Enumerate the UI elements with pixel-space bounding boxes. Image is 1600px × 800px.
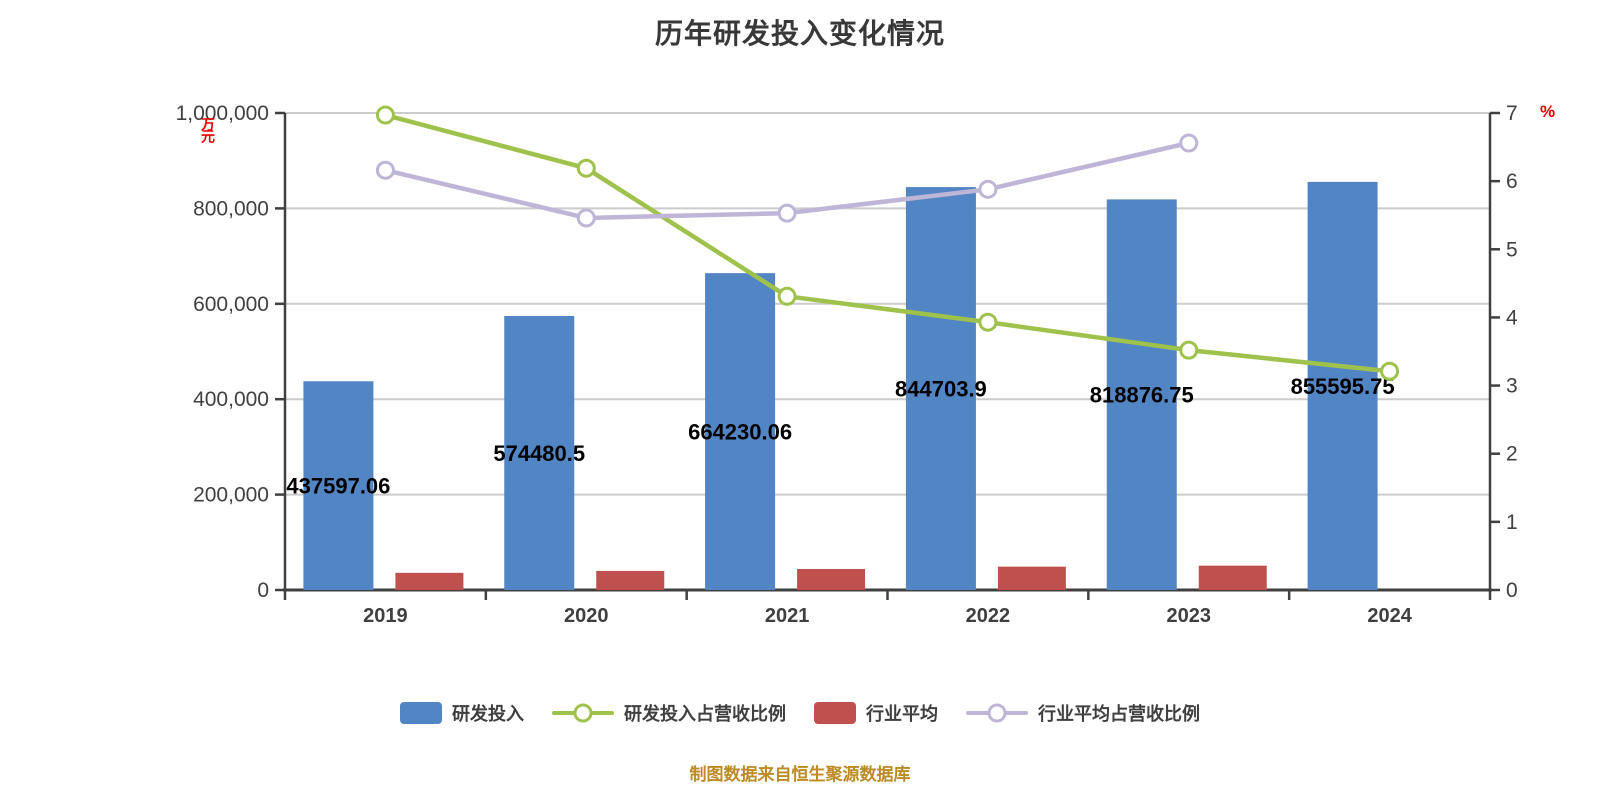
left-axis-tick-label: 600,000 <box>193 293 269 316</box>
legend-label-rd-ratio: 研发投入占营收比例 <box>624 704 786 724</box>
industry-ratio-point-4 <box>1179 133 1199 153</box>
legend-item-rd-ratio: 研发投入占营收比例 <box>552 700 786 726</box>
left-axis-tick-label: 800,000 <box>193 197 269 220</box>
bar-value-label-2020: 574480.5 <box>493 441 585 466</box>
rd-investment-bar-swatch <box>400 702 442 724</box>
legend: 研发投入 研发投入占营收比例 行业平均 行业平均占营收比例 <box>0 700 1600 726</box>
rd-bar-2023 <box>1106 199 1177 590</box>
x-axis-label-2021: 2021 <box>765 605 810 627</box>
x-axis-label-2024: 2024 <box>1367 605 1412 627</box>
bar-value-label-2021: 664230.06 <box>688 420 792 445</box>
x-axis-label-2022: 2022 <box>966 605 1011 627</box>
rd-bar-2019 <box>303 381 374 590</box>
industry-ratio-point-2 <box>777 203 797 223</box>
right-axis-tick-label: 5 <box>1506 238 1518 261</box>
legend-label-industry-ratio: 行业平均占营收比例 <box>1038 704 1200 724</box>
bar-value-label-2024: 855595.75 <box>1291 374 1395 399</box>
right-axis-tick-label: 4 <box>1506 306 1518 329</box>
rd-ratio-point-4 <box>1179 340 1199 360</box>
left-axis-tick-label: 0 <box>257 579 269 602</box>
legend-label-industry-avg: 行业平均 <box>866 704 938 724</box>
bar-value-label-2019: 437597.06 <box>286 474 390 499</box>
industry-ratio-point-1 <box>576 208 596 228</box>
left-axis-tick-label: 200,000 <box>193 484 269 507</box>
legend-item-industry-avg: 行业平均 <box>814 700 938 726</box>
industry-avg-bar-swatch <box>814 702 856 724</box>
rd-ratio-point-5 <box>1380 361 1400 381</box>
x-axis-label-2019: 2019 <box>363 605 408 627</box>
chart-title: 历年研发投入变化情况 <box>654 18 945 49</box>
industry-ratio-point-3 <box>978 179 998 199</box>
x-axis-label-2020: 2020 <box>564 605 609 627</box>
rd-ratio-point-0 <box>375 105 395 125</box>
rd-bar-2024 <box>1307 181 1378 590</box>
rd-bar-2020 <box>504 315 575 590</box>
right-axis-tick-label: 3 <box>1506 375 1518 398</box>
industry-avg-bar-2023 <box>1198 565 1267 590</box>
bar-value-label-2022: 844703.9 <box>895 377 987 402</box>
rd-ratio-line <box>383 112 1392 374</box>
right-axis-tick-label: 1 <box>1506 511 1518 534</box>
rd-ratio-point-1 <box>576 158 596 178</box>
left-axis-unit-label: 万元 <box>200 117 216 141</box>
left-axis-tick-label: 400,000 <box>193 388 269 411</box>
right-axis-tick-label: 6 <box>1506 170 1518 193</box>
legend-item-industry-ratio: 行业平均占营收比例 <box>966 700 1200 726</box>
data-source-note: 制图数据来自恒生聚源数据库 <box>689 765 911 784</box>
right-axis-tick-label: 0 <box>1506 579 1518 602</box>
rd-bar-2021 <box>705 273 776 590</box>
industry-avg-bar-2021 <box>797 569 866 590</box>
rd-ratio-point-2 <box>777 286 797 306</box>
industry-avg-bar-2019 <box>395 572 464 590</box>
rd-ratio-point-3 <box>978 312 998 332</box>
x-axis-label-2023: 2023 <box>1167 605 1212 627</box>
industry-avg-bar-2022 <box>997 566 1066 590</box>
industry-ratio-point-0 <box>375 160 395 180</box>
right-axis-tick-label: 2 <box>1506 443 1518 466</box>
left-axis-tick-label: 1,000,000 <box>176 102 269 125</box>
bar-value-label-2023: 818876.75 <box>1090 383 1194 408</box>
legend-item-rd-investment: 研发投入 <box>400 700 524 726</box>
industry-ratio-line-swatch <box>966 702 1028 724</box>
legend-label-rd-investment: 研发投入 <box>452 704 524 724</box>
industry-avg-bar-2020 <box>596 570 665 590</box>
rd-ratio-line-swatch <box>552 702 614 724</box>
right-axis-unit-label: % <box>1540 102 1556 121</box>
rd-bar-2022 <box>905 187 976 590</box>
right-axis-tick-label: 7 <box>1506 102 1518 125</box>
